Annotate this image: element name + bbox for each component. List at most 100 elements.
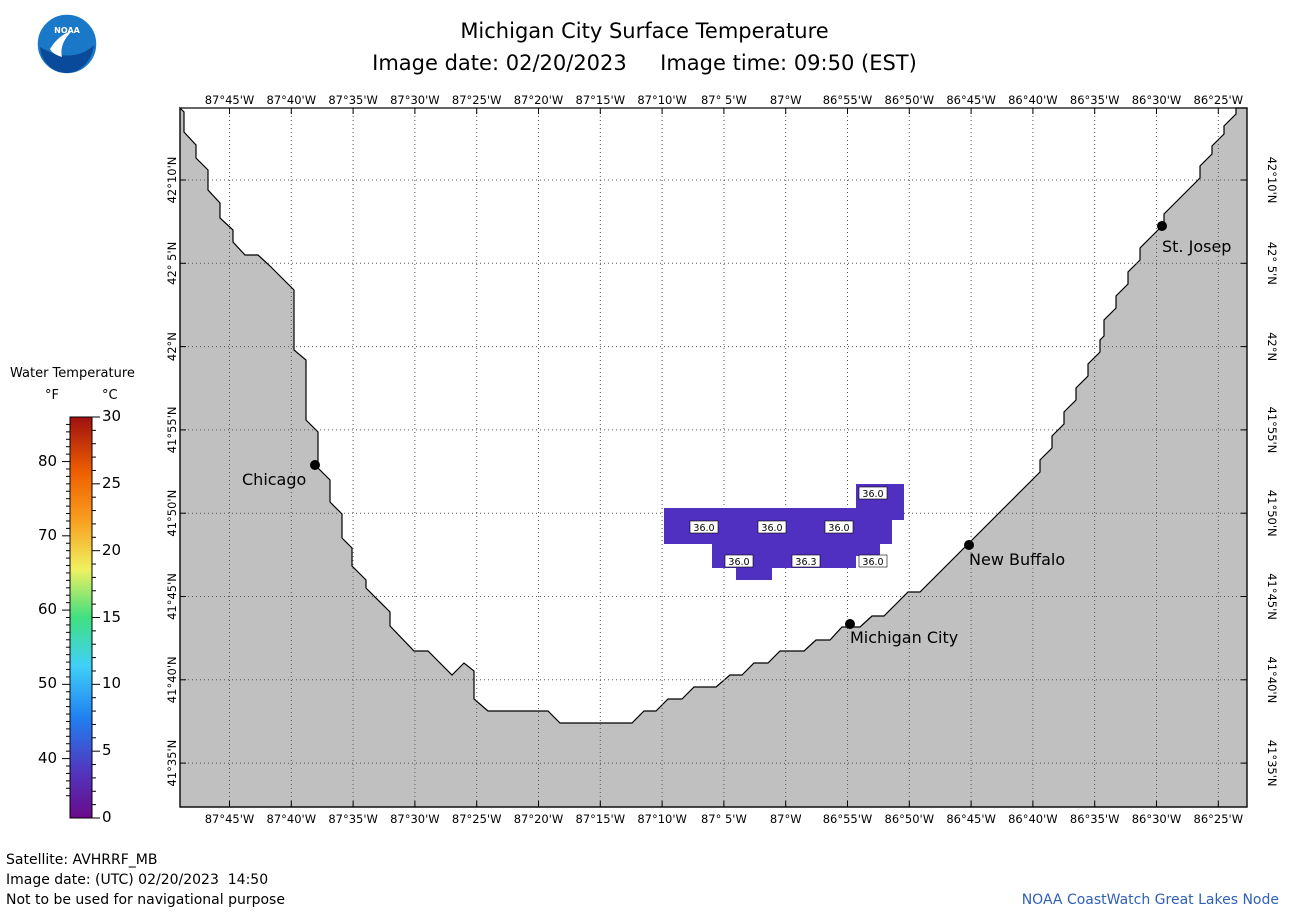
land-west-south [179, 106, 1248, 808]
latitude-labels: 42°10'N 42°10'N 42° 5'N 42° 5'N 42°N 42°N 41°5… [165, 157, 1279, 787]
longitude-label-top: 86°35'W [1070, 93, 1120, 107]
longitude-label-top: 87°20'W [514, 93, 564, 107]
city-label-michigan-city: Michigan City [850, 628, 958, 647]
city-label-chicago: Chicago [242, 470, 306, 489]
legend-f-label: 70 [38, 525, 58, 544]
longitude-label-bottom: 86°30'W [1132, 812, 1182, 826]
legend-c-label: 15 [102, 607, 122, 626]
longitude-label-top: 87° 5'W [701, 93, 747, 107]
latitude-label-right: 41°35'N [1265, 740, 1279, 787]
longitude-label-bottom: 86°40'W [1008, 812, 1058, 826]
longitude-label-top: 86°25'W [1194, 93, 1244, 107]
latitude-label-left: 42°10'N [165, 157, 179, 204]
longitude-label-bottom: 87°10'W [637, 812, 687, 826]
legend-fahrenheit-unit: °F [45, 388, 59, 403]
latitude-label-left: 41°40'N [165, 656, 179, 703]
longitude-label-bottom: 87°15'W [576, 812, 626, 826]
longitude-labels: 87°45'W 87°45'W 87°40'W 87°40'W 87°35'W 87°35… [205, 93, 1243, 826]
longitude-gridlines [229, 108, 1219, 807]
legend-c-label: 10 [102, 674, 122, 693]
city-label-new-buffalo: New Buffalo [969, 550, 1065, 569]
data-cell [712, 544, 880, 556]
city-label-st-joseph: St. Josep [1162, 237, 1231, 256]
longitude-label-top: 87°25'W [452, 93, 502, 107]
legend-c-label: 20 [102, 540, 122, 559]
map-frame [179, 107, 1248, 808]
latitude-label-left: 41°35'N [165, 740, 179, 787]
longitude-label-top: 87°35'W [328, 93, 378, 107]
legend-title: Water Temperature [10, 366, 135, 381]
latitude-label-right: 41°45'N [1265, 573, 1279, 620]
city-marker-new-buffalo [964, 540, 974, 550]
temp-value: 36.0 [862, 557, 883, 568]
legend-color-bar [69, 416, 93, 819]
longitude-label-top: 86°45'W [946, 93, 996, 107]
longitude-label-bottom: 86°25'W [1194, 812, 1244, 826]
legend-c-label: 5 [102, 741, 112, 760]
city-marker-chicago [310, 460, 320, 470]
legend-c-label: 25 [102, 473, 122, 492]
noaa-logo-icon: NOAA [36, 13, 98, 75]
longitude-label-top: 87°40'W [267, 93, 317, 107]
longitude-label-bottom: 86°50'W [885, 812, 935, 826]
legend-celsius-unit: °C [102, 388, 118, 403]
city-marker-michigan-city [845, 619, 855, 629]
data-cell [664, 508, 904, 520]
longitude-label-top: 86°40'W [1008, 93, 1058, 107]
longitude-label-bottom: 86°35'W [1070, 812, 1120, 826]
longitude-label-top: 87°W [770, 93, 802, 107]
longitude-label-top: 87°45'W [205, 93, 255, 107]
longitude-label-top: 87°15'W [576, 93, 626, 107]
longitude-label-top: 86°30'W [1132, 93, 1182, 107]
latitude-label-left: 42°N [165, 332, 179, 361]
latitude-label-left: 41°50'N [165, 490, 179, 537]
latitude-label-right: 42°N [1265, 332, 1279, 361]
longitude-label-bottom: 87°30'W [390, 812, 440, 826]
city-marker-st-joseph [1157, 221, 1167, 231]
longitude-label-top: 86°50'W [885, 93, 935, 107]
credit-text: NOAA CoastWatch Great Lakes Node [1021, 892, 1279, 908]
latitude-label-right: 41°55'N [1265, 407, 1279, 454]
data-cell [736, 568, 772, 580]
longitude-label-top: 87°30'W [390, 93, 440, 107]
legend-ticks [62, 416, 100, 819]
legend-f-label: 50 [38, 674, 58, 693]
legend-c-label: 30 [102, 407, 122, 425]
logo-text: NOAA [54, 26, 80, 35]
longitude-label-bottom: 86°55'W [823, 812, 873, 826]
temperature-labels: 36.0 36.0 36.0 36.0 36.0 36.3 36.0 [689, 486, 888, 568]
image-datetime: Image date: 02/20/2023 Image time: 09:50… [0, 51, 1289, 75]
legend-f-label: 60 [38, 600, 58, 619]
longitude-label-bottom: 87°35'W [328, 812, 378, 826]
temp-value: 36.0 [728, 557, 749, 568]
longitude-label-bottom: 87°W [770, 812, 802, 826]
navigation-disclaimer: Not to be used for navigational purpose [6, 892, 285, 908]
temp-value: 36.0 [761, 523, 782, 534]
longitude-label-bottom: 86°45'W [946, 812, 996, 826]
utc-image-date: Image date: (UTC) 02/20/2023 14:50 [6, 872, 269, 888]
map-title: Michigan City Surface Temperature [460, 19, 829, 43]
image-date-label: Image date: [372, 51, 500, 75]
latitude-label-left: 42° 5'N [165, 242, 179, 285]
latitude-label-right: 41°40'N [1265, 656, 1279, 703]
satellite-info: Satellite: AVHRRF_MB [6, 852, 158, 868]
longitude-label-top: 87°10'W [637, 93, 687, 107]
image-date: 02/20/2023 [505, 51, 627, 75]
temp-value: 36.0 [862, 489, 883, 500]
image-time: 09:50 (EST) [793, 51, 917, 75]
image-time-label: Image time: [660, 51, 788, 75]
legend-f-label: 80 [38, 451, 58, 470]
longitude-label-bottom: 87°40'W [267, 812, 317, 826]
cities: Chicago St. Josep New Buffalo Michigan C… [242, 221, 1231, 647]
temp-value: 36.0 [828, 523, 849, 534]
longitude-label-bottom: 87°45'W [205, 812, 255, 826]
longitude-label-bottom: 87°20'W [514, 812, 564, 826]
legend-c-label: 0 [102, 808, 112, 826]
longitude-label-bottom: 87°25'W [452, 812, 502, 826]
latitude-gridlines [180, 179, 1247, 764]
latitude-label-right: 42°10'N [1265, 157, 1279, 204]
temp-value: 36.3 [795, 557, 816, 568]
latitude-label-left: 41°55'N [165, 407, 179, 454]
latitude-label-left: 41°45'N [165, 573, 179, 620]
